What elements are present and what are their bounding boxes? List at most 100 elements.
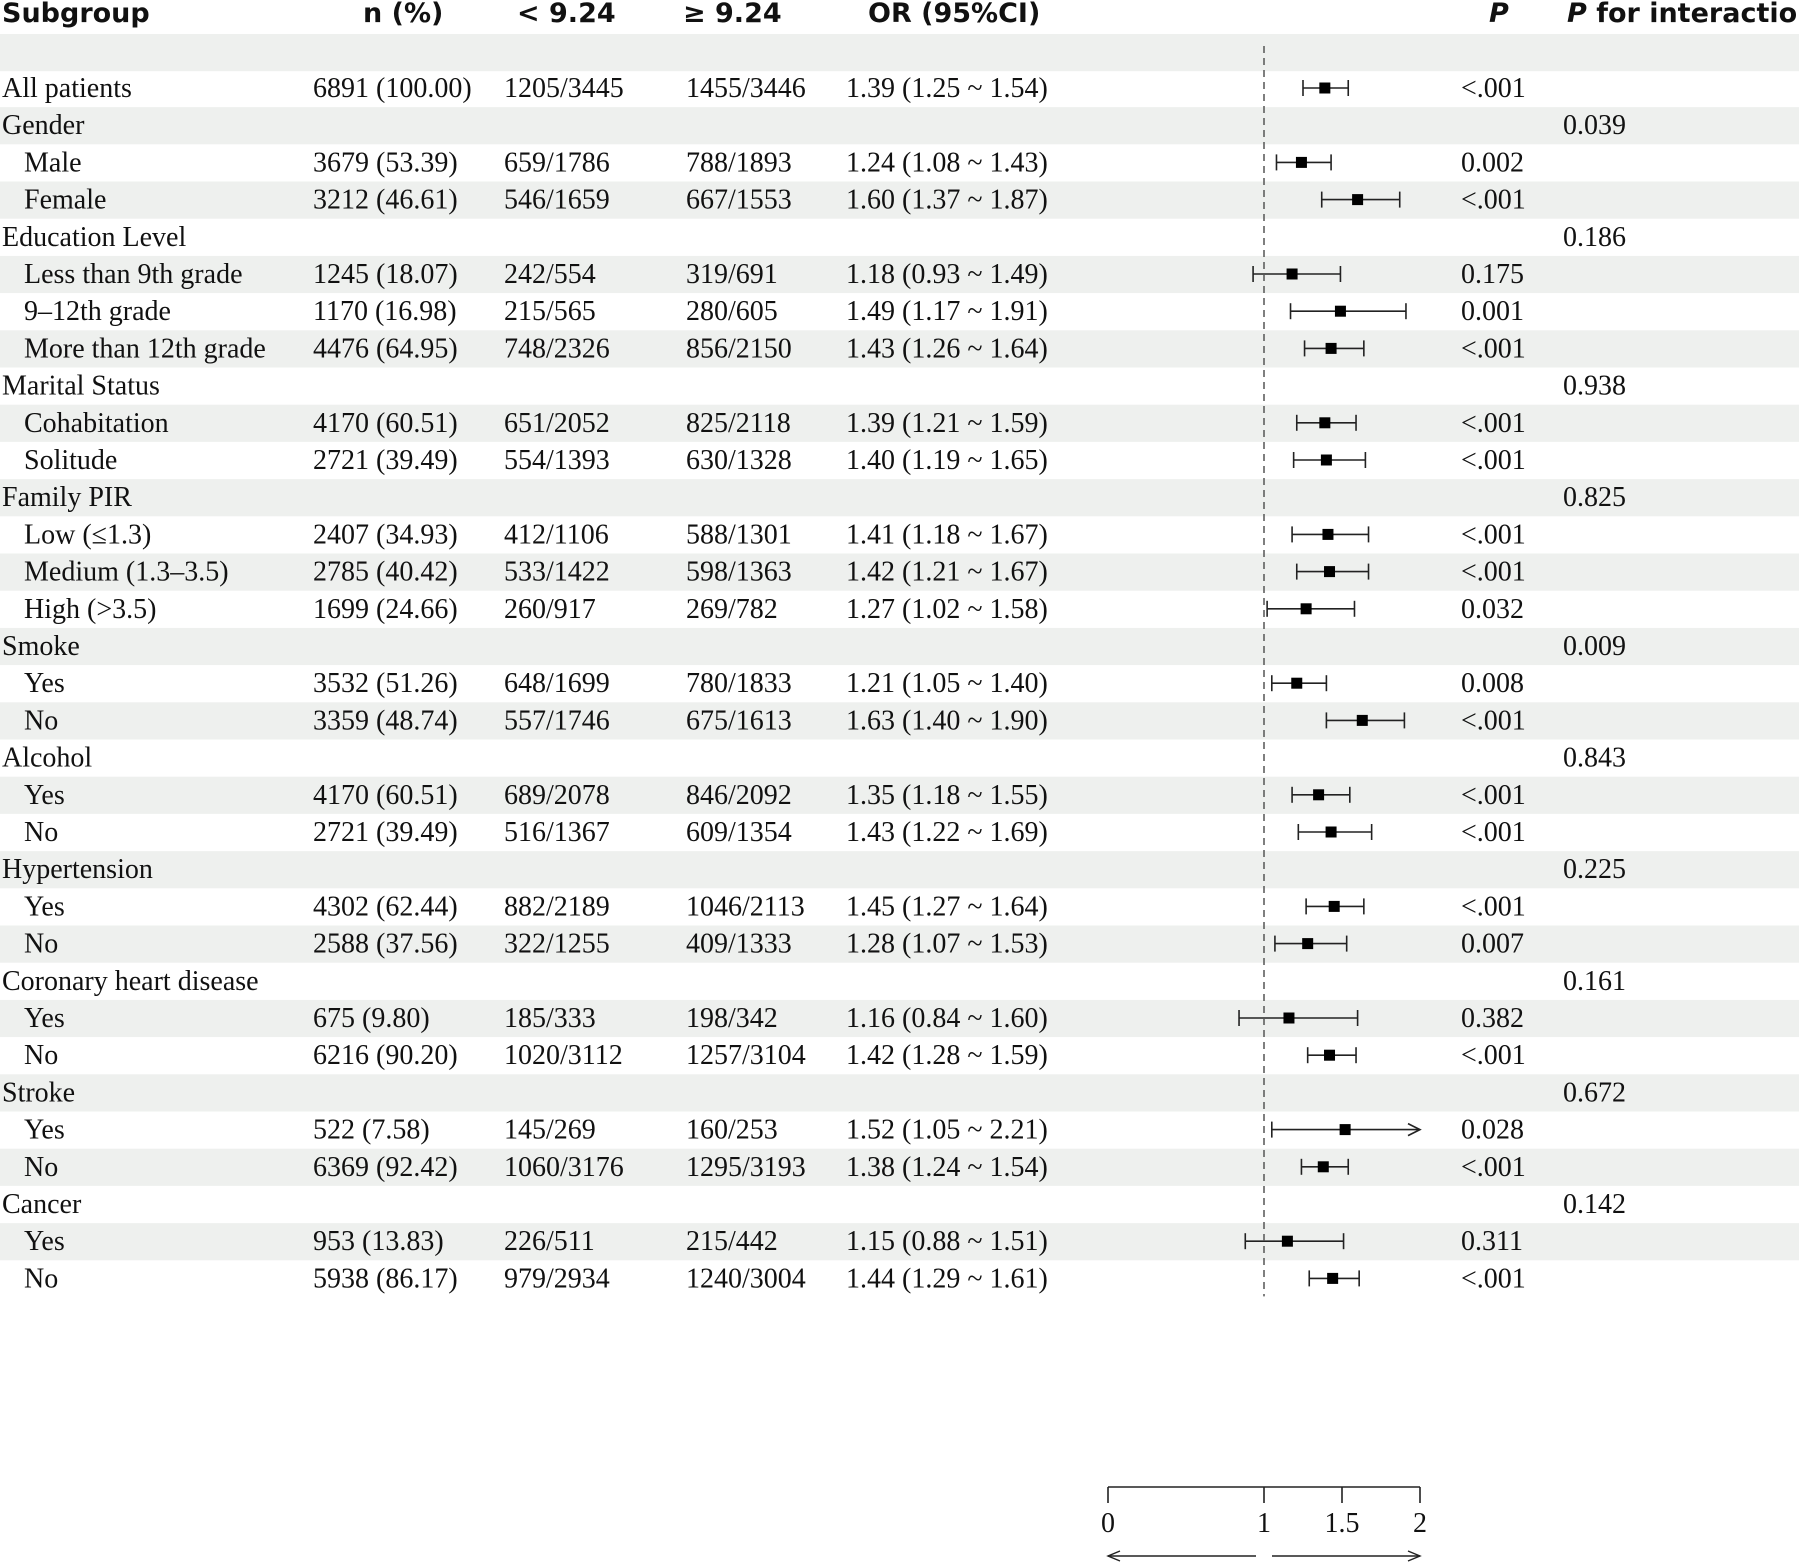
group-row: Education Level 0.186 bbox=[2, 222, 1626, 253]
p-value-cell: <.001 bbox=[1461, 519, 1526, 550]
group-label: Hypertension bbox=[2, 854, 153, 885]
p-value-cell: 0.175 bbox=[1461, 259, 1524, 290]
subgroup-label: No bbox=[24, 929, 58, 960]
table-row: Yes 675 (9.80) 185/333 198/342 1.16 (0.84 ~ … bbox=[24, 1003, 1524, 1034]
low-group-cell: 648/1699 bbox=[504, 668, 610, 699]
table-row: No 5938 (86.17) 979/2934 1240/3004 1.44 (1.2… bbox=[24, 1263, 1526, 1294]
p-value-cell: 0.311 bbox=[1461, 1226, 1523, 1257]
low-group-cell: 882/2189 bbox=[504, 891, 610, 922]
group-label: Alcohol bbox=[2, 743, 92, 774]
group-label: Marital Status bbox=[2, 371, 160, 402]
group-label: Family PIR bbox=[2, 482, 132, 513]
header-or-ci: OR (95%CI) bbox=[868, 0, 1040, 29]
group-label: Stroke bbox=[2, 1077, 75, 1108]
forest-plot-area bbox=[1238, 46, 1422, 1297]
high-group-cell: 825/2118 bbox=[686, 408, 791, 439]
group-label: Coronary heart disease bbox=[2, 966, 259, 997]
high-group-cell: 675/1613 bbox=[686, 705, 792, 736]
subgroup-label: Female bbox=[24, 185, 106, 216]
table-row: Yes 953 (13.83) 226/511 215/442 1.15 (0.88 ~… bbox=[24, 1226, 1523, 1257]
low-group-cell: 322/1255 bbox=[504, 929, 610, 960]
p-interaction-cell: 0.938 bbox=[1563, 371, 1626, 402]
table-row: No 3359 (48.74) 557/1746 675/1613 1.63 (1.40… bbox=[24, 705, 1526, 736]
table-row: No 6369 (92.42) 1060/3176 1295/3193 1.38 (1.… bbox=[24, 1152, 1526, 1183]
or-point bbox=[1313, 789, 1325, 801]
subgroup-label: Yes bbox=[24, 1115, 65, 1146]
or-point bbox=[1317, 1161, 1329, 1173]
stripe-band bbox=[0, 404, 1799, 442]
low-group-cell: 412/1106 bbox=[504, 519, 609, 550]
table-row: All patients 6891 (100.00) 1205/3445 1455/3… bbox=[2, 73, 1526, 104]
group-row: Cancer 0.142 bbox=[2, 1189, 1626, 1220]
axis-tick-label: 1.5 bbox=[1325, 1508, 1360, 1539]
or-ci-cell: 1.27 (1.02 ~ 1.58) bbox=[846, 594, 1048, 625]
subgroup-label: No bbox=[24, 1152, 58, 1183]
subgroup-label: No bbox=[24, 1263, 58, 1294]
p-interaction-cell: 0.672 bbox=[1563, 1077, 1626, 1108]
low-group-cell: 533/1422 bbox=[504, 557, 610, 588]
or-ci-cell: 1.42 (1.28 ~ 1.59) bbox=[846, 1040, 1048, 1071]
table-row: Yes 3532 (51.26) 648/1699 780/1833 1.21 (1.0… bbox=[24, 668, 1524, 699]
stripe-band bbox=[0, 107, 1799, 145]
or-ci-cell: 1.44 (1.29 ~ 1.61) bbox=[846, 1263, 1048, 1294]
right-arrow-head bbox=[1407, 1550, 1422, 1562]
high-group-cell: 215/442 bbox=[686, 1226, 778, 1257]
table-header: Subgroup n (%) < 9.24 ≥ 9.24 OR (95%CI) … bbox=[2, 0, 1799, 29]
n-percent-cell: 2785 (40.42) bbox=[313, 557, 458, 588]
low-group-cell: 260/917 bbox=[504, 594, 596, 625]
group-label: Smoke bbox=[2, 631, 80, 662]
n-percent-cell: 522 (7.58) bbox=[313, 1115, 430, 1146]
n-percent-cell: 4476 (64.95) bbox=[313, 333, 458, 364]
high-group-cell: 780/1833 bbox=[686, 668, 792, 699]
p-value-cell: 0.032 bbox=[1461, 594, 1524, 625]
n-percent-cell: 6369 (92.42) bbox=[313, 1152, 458, 1183]
table-row: Solitude 2721 (39.49) 554/1393 630/1328 1.40… bbox=[24, 445, 1526, 476]
table-row: High (>3.5) 1699 (24.66) 260/917 269/782 1.2… bbox=[24, 594, 1524, 625]
low-group-cell: 516/1367 bbox=[504, 817, 610, 848]
stripe-band bbox=[0, 181, 1799, 219]
or-point bbox=[1334, 305, 1346, 317]
header-low-group: < 9.24 bbox=[517, 0, 616, 29]
header-p-interaction-rest: for interaction bbox=[1587, 0, 1799, 29]
p-value-cell: <.001 bbox=[1461, 185, 1526, 216]
or-point bbox=[1300, 603, 1312, 615]
low-group-cell: 242/554 bbox=[504, 259, 596, 290]
table-row: 9–12th grade 1170 (16.98) 215/565 280/605 1.… bbox=[24, 296, 1524, 327]
low-group-cell: 1020/3112 bbox=[504, 1040, 623, 1071]
low-group-cell: 557/1746 bbox=[504, 705, 610, 736]
or-ci-cell: 1.18 (0.93 ~ 1.49) bbox=[846, 259, 1048, 290]
header-high-group: ≥ 9.24 bbox=[683, 0, 782, 29]
high-group-cell: 1240/3004 bbox=[686, 1263, 806, 1294]
or-point bbox=[1327, 1272, 1339, 1284]
or-point bbox=[1356, 714, 1368, 726]
p-interaction-cell: 0.161 bbox=[1563, 966, 1626, 997]
or-point bbox=[1295, 156, 1307, 168]
n-percent-cell: 3679 (53.39) bbox=[313, 147, 458, 178]
table-row: Yes 4302 (62.44) 882/2189 1046/2113 1.45 (1.… bbox=[24, 891, 1526, 922]
high-group-cell: 269/782 bbox=[686, 594, 778, 625]
high-group-cell: 319/691 bbox=[686, 259, 778, 290]
header-p-value: P bbox=[1489, 0, 1509, 29]
header-p-interaction-italic: P bbox=[1567, 0, 1587, 29]
low-group-cell: 185/333 bbox=[504, 1003, 596, 1034]
group-label: Gender bbox=[2, 110, 85, 141]
p-interaction-cell: 0.039 bbox=[1563, 110, 1626, 141]
or-ci-cell: 1.40 (1.19 ~ 1.65) bbox=[846, 445, 1048, 476]
subgroup-label: More than 12th grade bbox=[24, 333, 266, 364]
or-ci-cell: 1.35 (1.18 ~ 1.55) bbox=[846, 780, 1048, 811]
or-ci-cell: 1.63 (1.40 ~ 1.90) bbox=[846, 705, 1048, 736]
header-p-interaction: P for interaction bbox=[1567, 0, 1799, 29]
p-value-cell: <.001 bbox=[1461, 408, 1526, 439]
low-group-cell: 145/269 bbox=[504, 1115, 596, 1146]
n-percent-cell: 2407 (34.93) bbox=[313, 519, 458, 550]
stripe-band bbox=[0, 776, 1799, 814]
table-row: Cohabitation 4170 (60.51) 651/2052 825/2118… bbox=[24, 408, 1526, 439]
high-group-cell: 1046/2113 bbox=[686, 891, 805, 922]
or-ci-cell: 1.39 (1.25 ~ 1.54) bbox=[846, 73, 1048, 104]
p-value-cell: <.001 bbox=[1461, 817, 1526, 848]
table-row: Female 3212 (46.61) 546/1659 667/1553 1.60 (… bbox=[24, 185, 1526, 216]
n-percent-cell: 6891 (100.00) bbox=[313, 73, 472, 104]
or-ci-cell: 1.16 (0.84 ~ 1.60) bbox=[846, 1003, 1048, 1034]
n-percent-cell: 6216 (90.20) bbox=[313, 1040, 458, 1071]
